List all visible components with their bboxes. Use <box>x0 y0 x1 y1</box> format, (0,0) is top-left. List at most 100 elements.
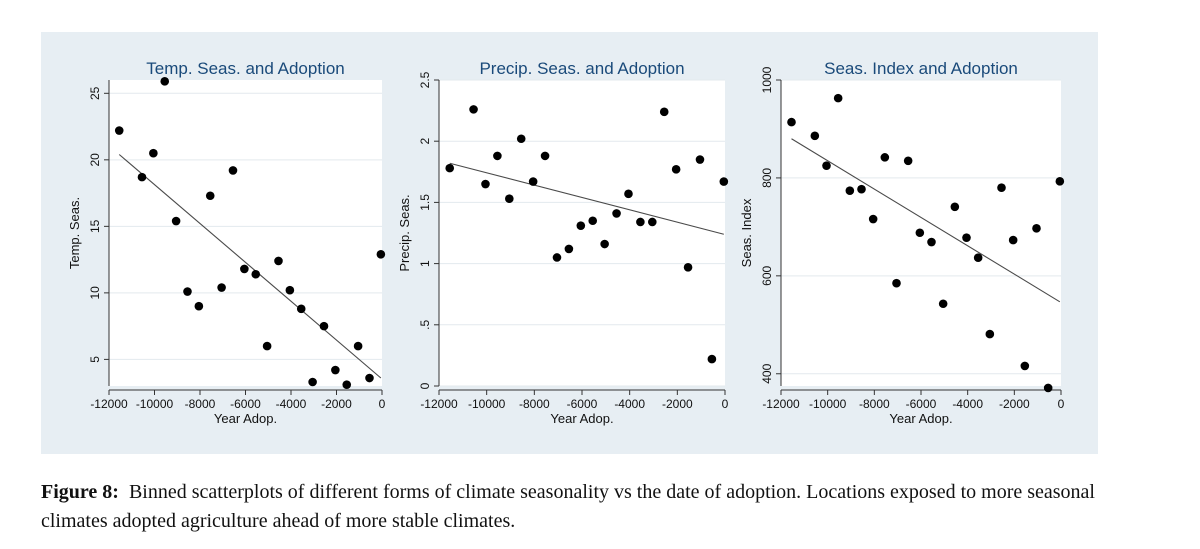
data-point <box>365 373 374 383</box>
x-tick-label: -10000 <box>809 397 847 411</box>
data-point <box>985 329 995 339</box>
data-point <box>194 301 204 311</box>
data-point <box>342 380 352 389</box>
data-point <box>822 161 831 170</box>
x-tick-label: -2000 <box>999 397 1030 411</box>
data-point <box>659 107 669 117</box>
y-axis-label: Seas. Index <box>739 198 754 267</box>
data-point <box>612 209 621 218</box>
data-point <box>240 264 249 274</box>
data-point <box>997 183 1006 193</box>
data-point <box>1008 235 1018 245</box>
data-point <box>1055 177 1065 186</box>
fit-line <box>791 138 1061 303</box>
figure-panel: -12000 -10000 -8000 -6000 -4000 -2000 0 5 10 15 20… <box>41 32 1098 454</box>
x-tick-label: -2000 <box>662 397 693 411</box>
x-tick-label: 0 <box>1058 397 1065 411</box>
x-tick-label: -12000 <box>90 397 128 411</box>
data-point <box>845 186 855 195</box>
data-point <box>1032 224 1041 233</box>
fit-line <box>118 154 382 379</box>
x-tick-label: -4000 <box>276 397 307 411</box>
data-point <box>528 177 538 186</box>
temp-seas-scatterplot: -12000 -10000 -8000 -6000 -4000 -2000 0 5 10 15 20… <box>67 59 386 426</box>
y-tick-label: 15 <box>88 219 102 233</box>
data-point <box>114 126 124 135</box>
data-point <box>683 262 693 272</box>
caption-label: Figure 8: <box>41 481 119 503</box>
data-point <box>376 249 386 259</box>
data-point <box>516 134 526 144</box>
y-tick-label: 400 <box>760 363 774 383</box>
data-point <box>624 189 633 199</box>
data-point <box>160 77 170 86</box>
data-point <box>296 304 306 314</box>
x-axis-label: Year Adop. <box>214 411 277 426</box>
x-tick-label: -12000 <box>420 397 458 411</box>
plot-area <box>439 80 725 386</box>
data-point <box>564 244 574 254</box>
data-point <box>973 253 983 263</box>
data-point <box>285 285 295 295</box>
data-point <box>671 165 681 174</box>
chart-title: Seas. Index and Adoption <box>824 59 1018 78</box>
x-tick-label: -10000 <box>136 397 174 411</box>
plot-area <box>109 80 382 386</box>
data-point <box>319 321 329 331</box>
data-point <box>183 287 192 296</box>
data-point <box>205 191 215 201</box>
data-point <box>331 365 340 375</box>
y-tick-label: 2 <box>418 138 432 145</box>
x-tick-label: -8000 <box>859 397 890 411</box>
data-point <box>892 278 901 288</box>
y-axis-label: Precip. Seas. <box>397 194 412 271</box>
seas-index-scatterplot: -12000 -10000 -8000 -6000 -4000 -2000 0 400 600 8… <box>739 59 1065 426</box>
y-tick-label: .5 <box>418 319 432 329</box>
data-point <box>576 221 586 230</box>
data-point <box>481 179 490 189</box>
data-point <box>171 216 181 226</box>
x-tick-label: -4000 <box>614 397 645 411</box>
data-point <box>505 194 514 204</box>
x-tick-label: 0 <box>722 397 729 411</box>
y-tick-label: 1.5 <box>418 194 432 211</box>
x-tick-label: -6000 <box>230 397 261 411</box>
chart-title: Temp. Seas. and Adoption <box>146 59 344 78</box>
data-point <box>588 216 598 226</box>
data-point <box>927 237 936 247</box>
data-point <box>353 341 363 351</box>
data-point <box>469 105 478 114</box>
x-tick-label: 0 <box>379 397 386 411</box>
y-tick-label: 20 <box>88 153 102 167</box>
x-axis-label: Year Adop. <box>889 411 952 426</box>
caption-text: Binned scatterplots of different forms o… <box>41 481 1095 532</box>
data-point <box>251 269 261 279</box>
data-point <box>810 131 820 141</box>
x-tick-label: -8000 <box>519 397 550 411</box>
y-tick-label: 2.5 <box>418 71 432 88</box>
y-tick-label: 10 <box>88 286 102 300</box>
data-point <box>648 217 657 227</box>
y-tick-label: 800 <box>760 168 774 188</box>
data-point <box>695 155 705 164</box>
data-point <box>552 253 562 262</box>
data-point <box>600 239 609 249</box>
x-tick-label: -8000 <box>185 397 216 411</box>
y-tick-label: 25 <box>88 86 102 100</box>
x-tick-label: -4000 <box>952 397 983 411</box>
data-point <box>1043 383 1053 393</box>
data-point <box>857 184 866 194</box>
data-point <box>915 228 925 238</box>
data-point <box>833 93 843 103</box>
data-point <box>262 341 272 351</box>
data-point <box>868 214 878 224</box>
data-point <box>149 148 158 158</box>
data-point <box>217 283 226 292</box>
data-point <box>938 299 948 309</box>
y-tick-label: 0 <box>418 382 432 389</box>
data-point <box>880 153 890 162</box>
fit-line <box>449 162 724 235</box>
x-tick-label: -10000 <box>468 397 506 411</box>
data-point <box>493 151 502 161</box>
data-point <box>962 233 971 242</box>
